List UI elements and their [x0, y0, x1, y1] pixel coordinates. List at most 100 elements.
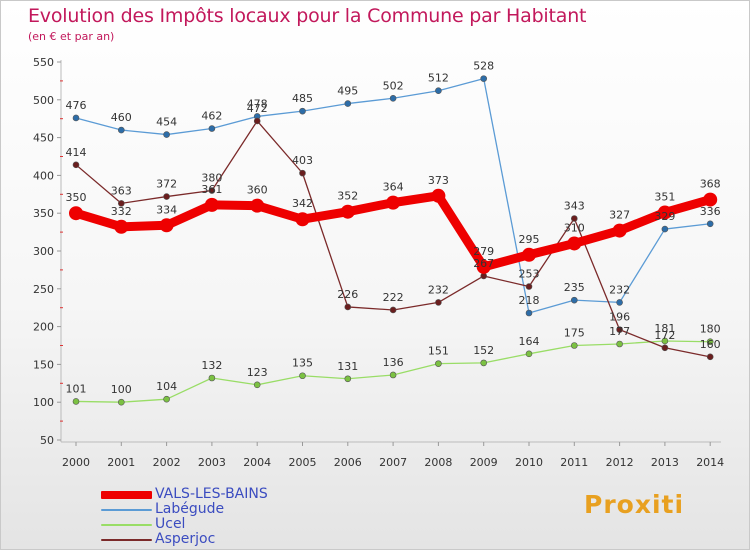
data-point — [435, 299, 442, 306]
data-point — [295, 212, 310, 227]
legend-label: Asperjoc — [155, 531, 216, 547]
data-label: 235 — [564, 281, 585, 294]
data-point — [250, 198, 265, 213]
data-label: 196 — [609, 311, 630, 324]
data-label: 327 — [609, 209, 630, 222]
y-tick-label: 100 — [33, 396, 54, 409]
data-point — [253, 117, 261, 125]
data-point — [616, 299, 623, 306]
data-point — [72, 398, 80, 405]
x-tick-label: 2014 — [696, 456, 724, 469]
data-label: 177 — [609, 325, 630, 338]
legend-label: Labégude — [155, 501, 225, 517]
data-label: 180 — [700, 323, 721, 336]
data-label: 232 — [609, 283, 630, 296]
data-point — [431, 188, 446, 203]
data-point — [72, 114, 80, 122]
data-point — [340, 204, 355, 219]
data-point — [480, 75, 488, 82]
data-label: 172 — [654, 329, 675, 342]
data-point — [118, 126, 125, 134]
legend-swatch — [101, 491, 152, 499]
data-label: 253 — [519, 268, 540, 281]
data-label: 342 — [292, 197, 313, 210]
data-label: 364 — [383, 181, 404, 194]
data-point — [389, 371, 397, 379]
data-point — [616, 326, 623, 333]
data-label: 232 — [428, 283, 449, 296]
x-tick-label: 2007 — [379, 456, 407, 469]
data-point — [159, 218, 174, 233]
data-label: 135 — [292, 357, 313, 370]
data-label: 528 — [473, 60, 494, 73]
data-label: 334 — [156, 203, 177, 216]
data-label: 100 — [111, 383, 132, 396]
x-tick-label: 2013 — [651, 456, 679, 469]
data-label: 152 — [473, 344, 494, 357]
data-label: 372 — [156, 178, 177, 191]
data-label: 460 — [111, 111, 132, 124]
x-tick-label: 2006 — [334, 456, 362, 469]
data-point — [570, 215, 578, 222]
data-label: 360 — [247, 184, 268, 197]
data-label: 226 — [337, 288, 358, 301]
data-label: 123 — [247, 366, 268, 379]
data-label: 222 — [383, 291, 404, 304]
proxiti-logo: Proxiti — [584, 490, 685, 519]
data-point — [299, 372, 306, 380]
data-label: 336 — [700, 205, 721, 218]
data-point — [612, 223, 627, 238]
data-label: 164 — [519, 335, 540, 348]
data-point — [525, 350, 533, 358]
legend-label: Ucel — [155, 516, 186, 532]
data-label: 478 — [247, 97, 268, 110]
data-point — [386, 195, 401, 210]
x-tick-label: 2009 — [470, 456, 498, 469]
data-label: 160 — [700, 338, 721, 351]
legend-swatch — [101, 509, 152, 511]
data-point — [657, 205, 672, 220]
data-point — [163, 395, 170, 403]
data-point — [570, 342, 578, 349]
data-label: 512 — [428, 72, 449, 85]
data-point — [480, 359, 488, 367]
data-point — [208, 374, 216, 382]
data-label: 462 — [201, 110, 222, 123]
data-label: 485 — [292, 92, 313, 105]
data-point — [163, 193, 170, 200]
data-point — [522, 247, 536, 262]
data-point — [570, 296, 578, 304]
data-point — [299, 169, 306, 177]
data-label: 332 — [111, 205, 132, 218]
x-tick-label: 2000 — [62, 456, 90, 469]
data-label: 454 — [156, 116, 177, 129]
y-tick-label: 150 — [33, 358, 54, 371]
data-label: 502 — [383, 79, 404, 92]
legend-swatch — [101, 539, 152, 541]
data-point — [661, 225, 669, 233]
data-label: 363 — [111, 184, 132, 197]
data-label: 361 — [201, 183, 222, 196]
data-point — [208, 187, 216, 194]
y-tick-label: 400 — [33, 169, 54, 182]
data-point — [118, 200, 125, 207]
data-point — [567, 236, 582, 251]
data-label: 368 — [700, 178, 721, 191]
x-tick-label: 2011 — [560, 456, 588, 469]
x-tick-label: 2003 — [198, 456, 226, 469]
data-point — [253, 381, 261, 389]
y-tick-label: 200 — [33, 321, 54, 334]
data-label: 373 — [428, 174, 449, 187]
data-label: 414 — [66, 146, 87, 159]
data-label: 343 — [564, 199, 585, 212]
data-point — [389, 306, 397, 314]
data-label: 380 — [201, 172, 222, 185]
y-tick-label: 50 — [40, 434, 54, 447]
data-label: 131 — [337, 360, 358, 373]
data-label: 175 — [564, 327, 585, 340]
data-label: 218 — [519, 294, 540, 307]
data-label: 267 — [473, 257, 494, 270]
data-point — [435, 87, 442, 95]
